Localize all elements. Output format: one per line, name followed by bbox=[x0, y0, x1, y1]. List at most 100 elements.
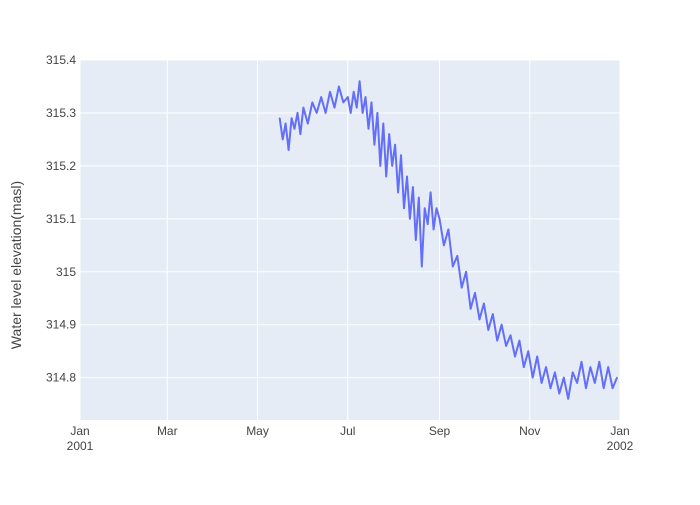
series-line bbox=[278, 80, 618, 400]
data-point bbox=[299, 133, 302, 135]
data-point bbox=[426, 223, 429, 225]
data-point bbox=[418, 196, 420, 199]
data-point bbox=[452, 265, 454, 268]
data-point bbox=[290, 117, 293, 119]
data-point bbox=[352, 91, 355, 93]
x-tick-label: Mar bbox=[157, 424, 178, 438]
data-point bbox=[435, 207, 438, 209]
y-tick-label: 314.8 bbox=[46, 371, 76, 385]
data-point bbox=[320, 96, 323, 98]
data-point bbox=[287, 149, 290, 151]
x-tick-label: Jan bbox=[70, 424, 89, 438]
x-tick-year-label: 2002 bbox=[607, 439, 634, 453]
data-point bbox=[296, 112, 299, 114]
data-point bbox=[307, 122, 309, 125]
data-point bbox=[284, 122, 287, 125]
y-tick-label: 315.2 bbox=[46, 159, 76, 173]
data-point bbox=[412, 186, 414, 188]
data-point bbox=[474, 292, 476, 294]
data-point bbox=[333, 106, 336, 109]
data-point bbox=[523, 366, 525, 368]
data-point bbox=[554, 371, 556, 374]
data-point bbox=[394, 143, 396, 146]
x-tick-label: Jan bbox=[610, 424, 629, 438]
data-point bbox=[438, 218, 441, 220]
data-point bbox=[391, 165, 394, 167]
x-tick-label: May bbox=[246, 424, 269, 438]
y-axis-title: Water level elevation(masl) bbox=[8, 181, 24, 349]
data-point bbox=[456, 255, 459, 257]
data-point bbox=[563, 376, 565, 379]
data-point bbox=[311, 101, 314, 104]
data-point bbox=[361, 112, 364, 114]
data-point bbox=[324, 112, 327, 114]
y-tick-labels: 314.8 314.9 315 315.1 315.2 315.3 315.4 bbox=[46, 53, 76, 385]
data-point bbox=[505, 345, 507, 347]
y-tick-label: 315.1 bbox=[46, 212, 76, 226]
data-point bbox=[338, 85, 340, 88]
data-point bbox=[460, 286, 463, 289]
data-point bbox=[342, 101, 345, 104]
data-point bbox=[589, 366, 592, 368]
y-tick-label: 315.3 bbox=[46, 106, 76, 120]
data-point bbox=[496, 339, 499, 342]
data-point bbox=[500, 323, 503, 326]
data-point bbox=[388, 133, 391, 135]
data-point bbox=[443, 244, 445, 247]
data-point bbox=[580, 361, 583, 363]
data-point bbox=[616, 376, 618, 379]
data-point bbox=[478, 318, 481, 321]
data-point bbox=[329, 91, 331, 93]
data-point bbox=[315, 112, 318, 114]
data-point bbox=[370, 101, 373, 104]
data-point bbox=[347, 96, 349, 98]
y-tick-label: 314.9 bbox=[46, 318, 76, 332]
data-point bbox=[406, 175, 408, 178]
data-point bbox=[567, 398, 569, 400]
data-point bbox=[598, 361, 601, 363]
data-point bbox=[611, 387, 614, 390]
data-point bbox=[465, 271, 467, 273]
data-point bbox=[487, 329, 490, 331]
data-point bbox=[536, 355, 538, 358]
data-point bbox=[602, 387, 605, 390]
data-point bbox=[379, 165, 382, 167]
data-point bbox=[397, 191, 399, 194]
data-point bbox=[400, 154, 402, 157]
data-point bbox=[355, 106, 358, 109]
data-point bbox=[558, 392, 561, 395]
data-point bbox=[514, 355, 516, 358]
y-tick-label: 315.4 bbox=[46, 53, 76, 67]
data-point bbox=[423, 207, 426, 209]
data-point bbox=[385, 175, 388, 178]
data-point bbox=[483, 302, 485, 305]
data-point bbox=[509, 334, 512, 337]
data-point bbox=[531, 376, 534, 379]
data-point bbox=[492, 313, 494, 315]
data-point bbox=[432, 228, 435, 231]
x-tick-label: Jul bbox=[340, 424, 355, 438]
data-point bbox=[571, 371, 574, 374]
data-point bbox=[585, 387, 587, 390]
data-point bbox=[293, 128, 296, 130]
data-point bbox=[429, 191, 432, 194]
data-point bbox=[469, 308, 472, 310]
data-point bbox=[364, 96, 367, 98]
data-point bbox=[349, 112, 352, 114]
data-point bbox=[409, 218, 411, 220]
data-point bbox=[281, 138, 284, 141]
data-point bbox=[549, 387, 552, 390]
data-point bbox=[540, 382, 543, 384]
data-point bbox=[447, 228, 450, 231]
y-tick-label: 315 bbox=[56, 265, 76, 279]
data-point bbox=[594, 382, 596, 384]
series-layer bbox=[278, 80, 618, 400]
data-point bbox=[421, 265, 423, 268]
data-point bbox=[382, 122, 385, 125]
data-point bbox=[518, 339, 521, 342]
data-point bbox=[545, 366, 547, 368]
data-point bbox=[373, 143, 376, 146]
